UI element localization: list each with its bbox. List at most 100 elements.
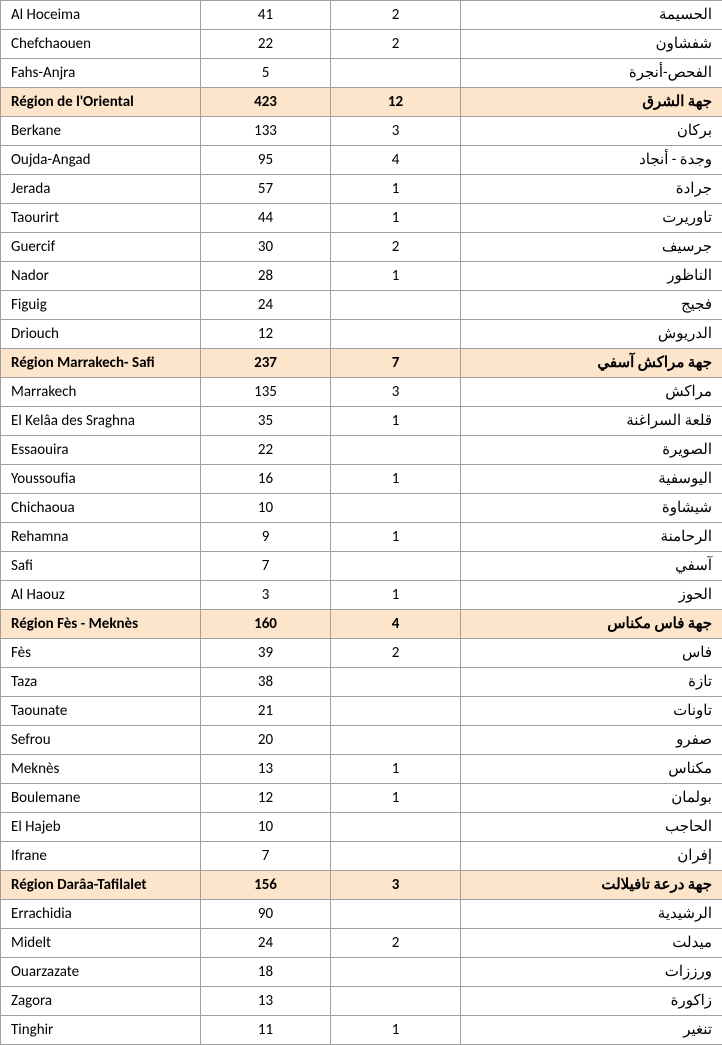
table-row: Guercif302جرسيف [1, 233, 722, 262]
cell-value-1: 41 [201, 1, 331, 30]
cell-value-2 [331, 59, 461, 88]
cell-name-fr: Fès [1, 639, 201, 668]
cell-name-ar: تنغير [461, 1016, 722, 1045]
table-row: Al Haouz31الحوز [1, 581, 722, 610]
cell-value-2 [331, 900, 461, 929]
cell-value-2 [331, 726, 461, 755]
cell-name-ar: الناظور [461, 262, 722, 291]
cell-name-ar: تاونات [461, 697, 722, 726]
cell-value-1: 44 [201, 204, 331, 233]
table-row: Errachidia90الرشيدية [1, 900, 722, 929]
cell-value-1: 160 [201, 610, 331, 639]
table-row: Oujda-Angad954وجدة - أنجاد [1, 146, 722, 175]
cell-name-ar: آسفي [461, 552, 722, 581]
table-row: Chefchaouen222شفشاون [1, 30, 722, 59]
cell-value-2 [331, 291, 461, 320]
cell-value-1: 28 [201, 262, 331, 291]
cell-name-ar: اليوسفية [461, 465, 722, 494]
cell-value-2: 3 [331, 117, 461, 146]
cell-name-ar: شفشاون [461, 30, 722, 59]
cell-name-fr: Région Marrakech- Safi [1, 349, 201, 378]
cell-name-ar: بركان [461, 117, 722, 146]
cell-name-fr: Meknès [1, 755, 201, 784]
cell-name-ar: جرادة [461, 175, 722, 204]
region-row: Région Darâa-Tafilalet1563جهة درعة تافيل… [1, 871, 722, 900]
cell-name-fr: Zagora [1, 987, 201, 1016]
cell-value-2 [331, 987, 461, 1016]
cell-name-fr: Errachidia [1, 900, 201, 929]
table-row: Safi7آسفي [1, 552, 722, 581]
region-row: Région Marrakech- Safi2377جهة مراكش آسفي [1, 349, 722, 378]
table-row: Youssoufia161اليوسفية [1, 465, 722, 494]
cell-value-2 [331, 697, 461, 726]
cell-value-1: 90 [201, 900, 331, 929]
cell-name-fr: Marrakech [1, 378, 201, 407]
table-row: Meknès131مكناس [1, 755, 722, 784]
cell-value-2 [331, 494, 461, 523]
cell-name-fr: Al Hoceima [1, 1, 201, 30]
cell-value-2: 3 [331, 378, 461, 407]
cell-name-ar: الدريوش [461, 320, 722, 349]
cell-value-1: 95 [201, 146, 331, 175]
cell-value-1: 13 [201, 755, 331, 784]
regions-table: Al Hoceima412الحسيمةChefchaouen222شفشاون… [0, 0, 722, 1045]
table-row: Nador281الناظور [1, 262, 722, 291]
cell-value-2: 4 [331, 610, 461, 639]
cell-value-2: 2 [331, 1, 461, 30]
cell-value-2: 1 [331, 523, 461, 552]
cell-name-ar: الرحامنة [461, 523, 722, 552]
region-row: Région Fès - Meknès1604جهة فاس مكناس [1, 610, 722, 639]
cell-name-fr: El Hajeb [1, 813, 201, 842]
table-row: Rehamna91الرحامنة [1, 523, 722, 552]
table-row: Taourirt441تاوريرت [1, 204, 722, 233]
cell-name-fr: Sefrou [1, 726, 201, 755]
table-row: Ouarzazate18ورززات [1, 958, 722, 987]
cell-value-2: 1 [331, 407, 461, 436]
table-row: Ifrane7إفران [1, 842, 722, 871]
cell-name-fr: Essaouira [1, 436, 201, 465]
cell-name-ar: زاكورة [461, 987, 722, 1016]
cell-name-fr: Nador [1, 262, 201, 291]
table-row: Midelt242ميدلت [1, 929, 722, 958]
cell-value-1: 135 [201, 378, 331, 407]
table-body: Al Hoceima412الحسيمةChefchaouen222شفشاون… [1, 1, 722, 1045]
cell-name-ar: جهة الشرق [461, 88, 722, 117]
table-row: Driouch12الدريوش [1, 320, 722, 349]
cell-name-ar: وجدة - أنجاد [461, 146, 722, 175]
cell-name-fr: Rehamna [1, 523, 201, 552]
table-row: Chichaoua10شيشاوة [1, 494, 722, 523]
cell-value-1: 237 [201, 349, 331, 378]
cell-name-fr: Oujda-Angad [1, 146, 201, 175]
cell-name-ar: ورززات [461, 958, 722, 987]
cell-name-fr: Ifrane [1, 842, 201, 871]
cell-name-fr: Chefchaouen [1, 30, 201, 59]
table-row: Zagora13زاكورة [1, 987, 722, 1016]
cell-name-fr: Région de l'Oriental [1, 88, 201, 117]
cell-value-1: 18 [201, 958, 331, 987]
table-row: Al Hoceima412الحسيمة [1, 1, 722, 30]
cell-value-2: 4 [331, 146, 461, 175]
cell-value-1: 133 [201, 117, 331, 146]
cell-name-ar: فجيج [461, 291, 722, 320]
cell-name-fr: Jerada [1, 175, 201, 204]
table-row: Berkane1333بركان [1, 117, 722, 146]
cell-value-1: 12 [201, 320, 331, 349]
cell-name-ar: جرسيف [461, 233, 722, 262]
cell-name-fr: Taourirt [1, 204, 201, 233]
cell-name-fr: Figuig [1, 291, 201, 320]
cell-name-fr: Youssoufia [1, 465, 201, 494]
cell-value-1: 30 [201, 233, 331, 262]
cell-name-fr: Midelt [1, 929, 201, 958]
table-row: Marrakech1353مراكش [1, 378, 722, 407]
cell-name-fr: El Kelâa des Sraghna [1, 407, 201, 436]
cell-value-1: 39 [201, 639, 331, 668]
cell-name-ar: تاوريرت [461, 204, 722, 233]
cell-value-1: 22 [201, 30, 331, 59]
cell-value-2 [331, 436, 461, 465]
table-row: Sefrou20صفرو [1, 726, 722, 755]
cell-value-1: 5 [201, 59, 331, 88]
cell-value-2: 1 [331, 175, 461, 204]
cell-name-fr: Boulemane [1, 784, 201, 813]
cell-value-1: 35 [201, 407, 331, 436]
cell-value-2: 1 [331, 581, 461, 610]
